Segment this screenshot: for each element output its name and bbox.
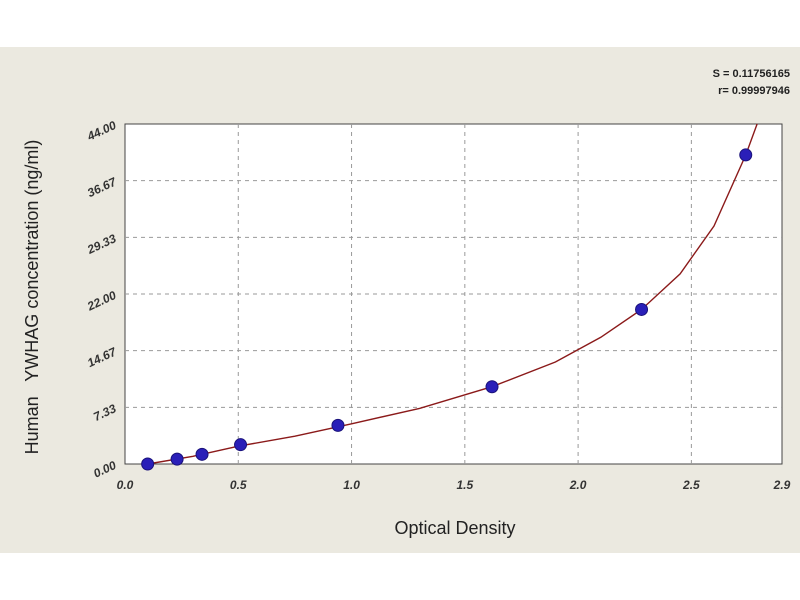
data-point [234,438,248,452]
x-axis-title: Optical Density [394,518,515,538]
y-tick-label: 0.00 [91,458,118,481]
x-tick-label: 2.9 [773,478,791,492]
fit-curve-layer [147,123,758,465]
stats-s-value: S = 0.11756165 [713,68,790,80]
data-points-layer [141,148,753,471]
y-tick-label: 44.00 [84,118,118,144]
chart-frame: 0.0 0.5 1.0 1.5 2.0 2.5 2.9 0.00 7.33 14.67 22.00… [0,47,800,553]
x-tick-label: 1.0 [343,478,360,492]
x-tick-labels: 0.0 0.5 1.0 1.5 2.0 2.5 2.9 [117,478,791,492]
data-point [195,447,209,461]
data-point [635,302,649,316]
data-point [141,457,155,471]
x-tick-label: 1.5 [456,478,473,492]
fit-curve [147,123,758,465]
y-tick-label: 22.00 [84,288,118,314]
y-tick-labels: 0.00 7.33 14.67 22.00 29.33 36.67 44.00 [84,118,119,481]
y-tick-label: 29.33 [84,231,118,257]
y-axis-title: Human YWHAG concentration (ng/ml) [22,140,42,455]
data-point [170,452,184,466]
standard-curve-chart: 0.0 0.5 1.0 1.5 2.0 2.5 2.9 0.00 7.33 14.67 22.00… [22,68,791,538]
y-tick-label: 14.67 [85,344,119,370]
grid-lines [125,124,782,464]
x-tick-label: 0.0 [117,478,134,492]
y-tick-label: 7.33 [91,401,118,424]
data-point [739,148,753,162]
data-point [331,418,345,432]
y-tick-label: 36.67 [85,174,119,200]
stats-r-value: r= 0.99997946 [718,85,790,97]
x-tick-label: 2.0 [569,478,587,492]
data-point [485,380,499,394]
x-tick-label: 0.5 [230,478,247,492]
x-tick-label: 2.5 [682,478,700,492]
